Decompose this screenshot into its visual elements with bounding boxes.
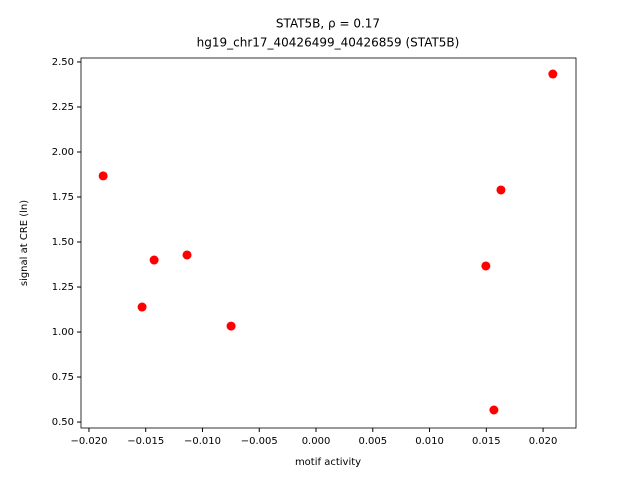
y-tick-label: 2.25 xyxy=(52,102,74,113)
point xyxy=(182,250,192,260)
x-tick-label: 0.015 xyxy=(472,436,501,447)
chart-subtitle: hg19_chr17_40426499_40426859 (STAT5B) xyxy=(197,36,460,50)
y-tick-label: 0.75 xyxy=(52,372,74,383)
y-tick-label: 1.50 xyxy=(52,237,74,248)
point xyxy=(226,321,236,331)
point xyxy=(98,171,108,181)
x-axis-label: motif activity xyxy=(295,457,361,468)
point xyxy=(149,255,159,265)
y-tick-label: 2.50 xyxy=(52,57,74,68)
point xyxy=(137,302,147,312)
x-tick-label: 0.020 xyxy=(529,436,558,447)
y-tick-label: 1.00 xyxy=(52,327,74,338)
point xyxy=(489,405,499,415)
x-tick-label: −0.015 xyxy=(127,436,164,447)
y-tick-label: 1.25 xyxy=(52,282,74,293)
y-axis-label: signal at CRE (ln) xyxy=(19,200,30,286)
x-tick-label: 0.000 xyxy=(302,436,331,447)
y-tick-label: 0.50 xyxy=(52,417,74,428)
x-tick-label: −0.005 xyxy=(241,436,278,447)
x-tick-label: −0.010 xyxy=(184,436,221,447)
x-tick-label: 0.005 xyxy=(358,436,387,447)
point xyxy=(496,185,506,195)
chart-title: STAT5B, ρ = 0.17 xyxy=(276,17,380,31)
point xyxy=(481,261,491,271)
y-tick-label: 1.75 xyxy=(52,192,74,203)
point xyxy=(548,69,558,79)
x-tick-label: −0.020 xyxy=(70,436,107,447)
y-tick-label: 2.00 xyxy=(52,147,74,158)
plot-frame xyxy=(80,57,577,429)
x-tick-label: 0.010 xyxy=(415,436,444,447)
